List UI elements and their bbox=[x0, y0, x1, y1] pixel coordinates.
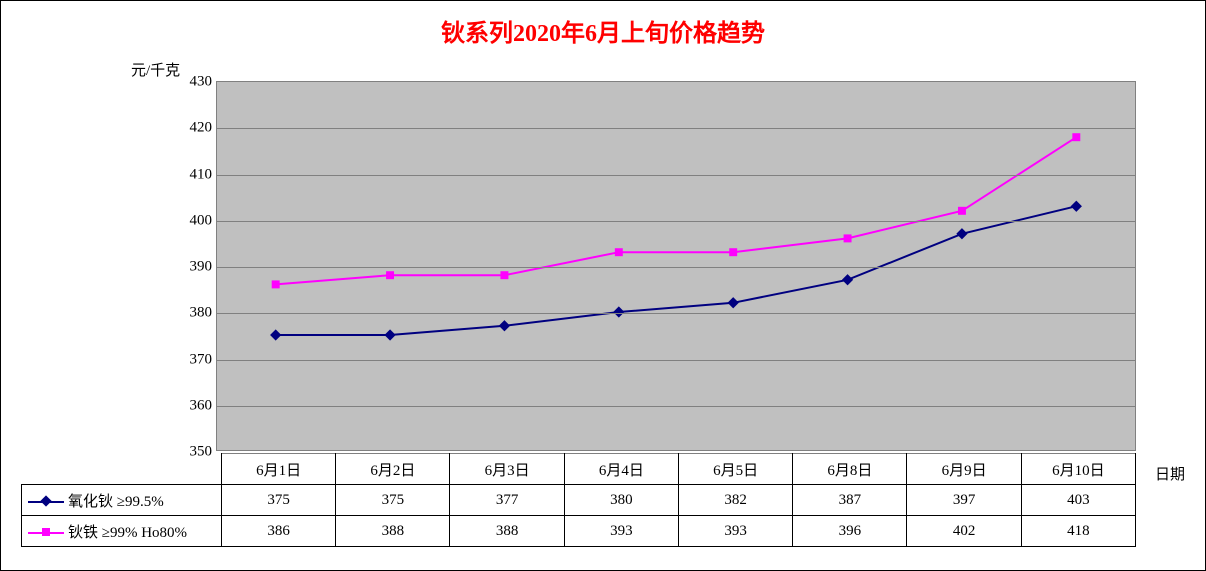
value-cell: 375 bbox=[221, 485, 335, 516]
series-label-cell: 氧化钬 ≥99.5% bbox=[22, 485, 222, 516]
value-cell: 397 bbox=[907, 485, 1021, 516]
category-cell: 6月4日 bbox=[564, 454, 678, 485]
y-tick-label: 420 bbox=[167, 120, 212, 137]
y-tick-label: 390 bbox=[167, 259, 212, 276]
y-tick-label: 370 bbox=[167, 351, 212, 368]
category-cell: 6月2日 bbox=[336, 454, 450, 485]
value-cell: 386 bbox=[221, 516, 335, 547]
series-name: 钬铁 ≥99% Ho80% bbox=[68, 525, 187, 541]
diamond-marker bbox=[613, 306, 624, 317]
category-cell: 6月1日 bbox=[221, 454, 335, 485]
series-line bbox=[276, 206, 1077, 335]
square-marker bbox=[386, 271, 394, 279]
value-cell: 388 bbox=[450, 516, 564, 547]
diamond-marker bbox=[270, 329, 281, 340]
value-cell: 388 bbox=[336, 516, 450, 547]
plot-wrap: 350360370380390400410420430 bbox=[216, 81, 1136, 451]
gridline bbox=[217, 221, 1135, 222]
legend-marker bbox=[28, 496, 64, 508]
series-label-cell: 钬铁 ≥99% Ho80% bbox=[22, 516, 222, 547]
legend-marker bbox=[28, 527, 64, 539]
value-cell: 396 bbox=[793, 516, 907, 547]
y-tick-label: 400 bbox=[167, 212, 212, 229]
data-table: 6月1日6月2日6月3日6月4日6月5日6月8日6月9日6月10日氧化钬 ≥99… bbox=[21, 453, 1136, 547]
category-cell: 6月3日 bbox=[450, 454, 564, 485]
diamond-marker bbox=[956, 228, 967, 239]
value-cell: 382 bbox=[678, 485, 792, 516]
square-marker bbox=[729, 248, 737, 256]
category-cell: 6月5日 bbox=[678, 454, 792, 485]
y-tick-label: 410 bbox=[167, 166, 212, 183]
gridline bbox=[217, 128, 1135, 129]
gridline bbox=[217, 267, 1135, 268]
value-cell: 380 bbox=[564, 485, 678, 516]
value-cell: 393 bbox=[564, 516, 678, 547]
y-tick-label: 360 bbox=[167, 397, 212, 414]
value-cell: 375 bbox=[336, 485, 450, 516]
square-marker bbox=[615, 248, 623, 256]
series-name: 氧化钬 ≥99.5% bbox=[68, 494, 164, 510]
gridline bbox=[217, 360, 1135, 361]
value-cell: 387 bbox=[793, 485, 907, 516]
line-svg bbox=[217, 82, 1135, 450]
y-tick-label: 430 bbox=[167, 74, 212, 91]
diamond-marker bbox=[499, 320, 510, 331]
y-tick-label: 380 bbox=[167, 305, 212, 322]
diamond-marker bbox=[384, 329, 395, 340]
square-marker bbox=[844, 234, 852, 242]
gridline bbox=[217, 313, 1135, 314]
x-axis-label: 日期 bbox=[1155, 463, 1185, 484]
value-cell: 377 bbox=[450, 485, 564, 516]
chart-container: 钬系列2020年6月上旬价格趋势 元/千克 日期 350360370380390… bbox=[0, 0, 1206, 571]
category-cell: 6月10日 bbox=[1021, 454, 1135, 485]
category-cell: 6月9日 bbox=[907, 454, 1021, 485]
square-marker bbox=[500, 271, 508, 279]
plot-area: 350360370380390400410420430 bbox=[216, 81, 1136, 451]
series-line bbox=[276, 137, 1077, 284]
chart-title: 钬系列2020年6月上旬价格趋势 bbox=[1, 13, 1205, 48]
table-corner bbox=[22, 454, 222, 485]
gridline bbox=[217, 175, 1135, 176]
diamond-marker bbox=[1071, 201, 1082, 212]
square-marker bbox=[272, 280, 280, 288]
value-cell: 402 bbox=[907, 516, 1021, 547]
diamond-marker bbox=[842, 274, 853, 285]
gridline bbox=[217, 406, 1135, 407]
diamond-marker bbox=[728, 297, 739, 308]
category-cell: 6月8日 bbox=[793, 454, 907, 485]
square-marker bbox=[958, 207, 966, 215]
value-cell: 393 bbox=[678, 516, 792, 547]
value-cell: 418 bbox=[1021, 516, 1135, 547]
square-marker bbox=[1072, 133, 1080, 141]
value-cell: 403 bbox=[1021, 485, 1135, 516]
